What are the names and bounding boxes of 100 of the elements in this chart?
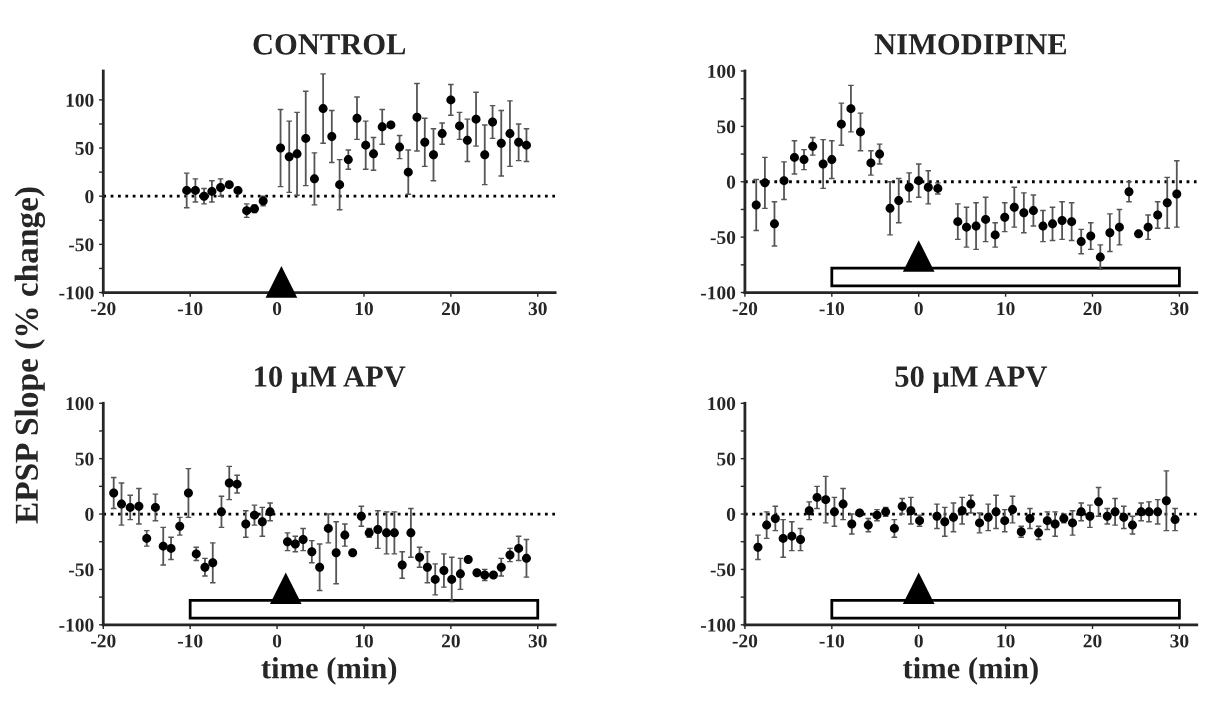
point	[150, 502, 160, 512]
point	[821, 495, 831, 505]
point	[265, 266, 298, 298]
point	[446, 95, 456, 105]
point	[1019, 208, 1029, 218]
point	[309, 174, 319, 184]
point	[789, 152, 799, 162]
x-tick-label: -20	[91, 302, 116, 316]
point	[753, 542, 763, 552]
point	[166, 543, 176, 553]
point	[889, 523, 899, 533]
point	[292, 149, 302, 159]
point	[395, 142, 405, 152]
y-axis-title: EPSP Slope (% change)	[14, 187, 46, 524]
point	[496, 138, 506, 148]
y-tick-label: 50	[717, 452, 736, 466]
y-tick-label: -100	[700, 618, 736, 632]
point	[948, 512, 958, 522]
point	[455, 121, 465, 131]
point	[265, 507, 275, 517]
point	[904, 182, 914, 192]
x-tick-label: 0	[914, 302, 923, 316]
y-tick-label: 100	[708, 397, 736, 411]
point	[804, 506, 814, 516]
point	[386, 120, 396, 130]
y-tick-label: 50	[75, 141, 94, 155]
point	[340, 530, 350, 540]
point	[335, 180, 345, 190]
point	[447, 574, 457, 584]
point	[1094, 497, 1104, 507]
point	[505, 129, 515, 139]
point	[1134, 229, 1144, 239]
point	[1170, 515, 1180, 525]
point	[991, 507, 1001, 517]
point	[953, 217, 963, 227]
point	[799, 155, 809, 165]
y-tick-label: 50	[75, 452, 94, 466]
point	[1028, 206, 1038, 216]
point	[932, 511, 942, 521]
point	[779, 176, 789, 186]
point	[343, 155, 353, 165]
point	[142, 533, 152, 543]
point	[836, 119, 846, 129]
x-tick-label: 30	[1170, 302, 1189, 316]
point	[829, 507, 839, 517]
point	[471, 114, 481, 124]
point	[847, 519, 857, 529]
x-tick-label: -20	[732, 634, 758, 648]
point	[966, 499, 976, 509]
chart-title: 50 μM APV	[895, 366, 1048, 394]
point	[1042, 516, 1052, 526]
point	[514, 543, 524, 553]
point	[521, 140, 531, 150]
y-tick-label: -50	[69, 238, 94, 252]
point	[846, 104, 856, 114]
point	[109, 488, 119, 498]
point	[762, 520, 772, 530]
x-tick-label: 10	[355, 634, 373, 648]
point	[207, 186, 217, 196]
point	[914, 176, 924, 186]
x-tick-label: 20	[1083, 302, 1102, 316]
point	[1153, 210, 1163, 220]
point	[257, 517, 267, 527]
y-tick-label: 50	[717, 120, 736, 134]
point	[117, 499, 127, 509]
point	[356, 511, 366, 521]
point	[1038, 221, 1048, 231]
point	[284, 152, 294, 162]
point	[182, 185, 192, 195]
point	[191, 549, 201, 559]
point	[818, 159, 828, 169]
x-tick-label: 30	[528, 634, 547, 648]
point	[1110, 507, 1120, 517]
point	[1068, 518, 1078, 528]
point	[437, 129, 447, 139]
point	[808, 141, 818, 151]
point	[1050, 519, 1060, 529]
x-axis-title: time (min)	[261, 657, 397, 685]
point	[1076, 507, 1086, 517]
point	[463, 554, 473, 564]
x-tick-label: 10	[997, 302, 1015, 316]
x-tick-label: -10	[819, 634, 845, 648]
point	[875, 149, 885, 159]
x-tick-label: 20	[441, 634, 460, 648]
y-tick-label: -100	[700, 286, 736, 300]
point	[885, 203, 895, 213]
point	[1000, 516, 1010, 526]
point	[769, 219, 779, 229]
point	[1095, 252, 1105, 262]
chart-title: 10 μM APV	[255, 366, 406, 394]
y-tick-label: -50	[710, 563, 736, 577]
point	[190, 185, 200, 195]
point	[208, 558, 218, 568]
point	[403, 167, 413, 177]
point	[981, 214, 991, 224]
point	[420, 137, 430, 147]
point	[276, 143, 286, 153]
y-tick-label: 100	[66, 397, 94, 411]
point	[377, 122, 387, 132]
point	[902, 240, 935, 272]
